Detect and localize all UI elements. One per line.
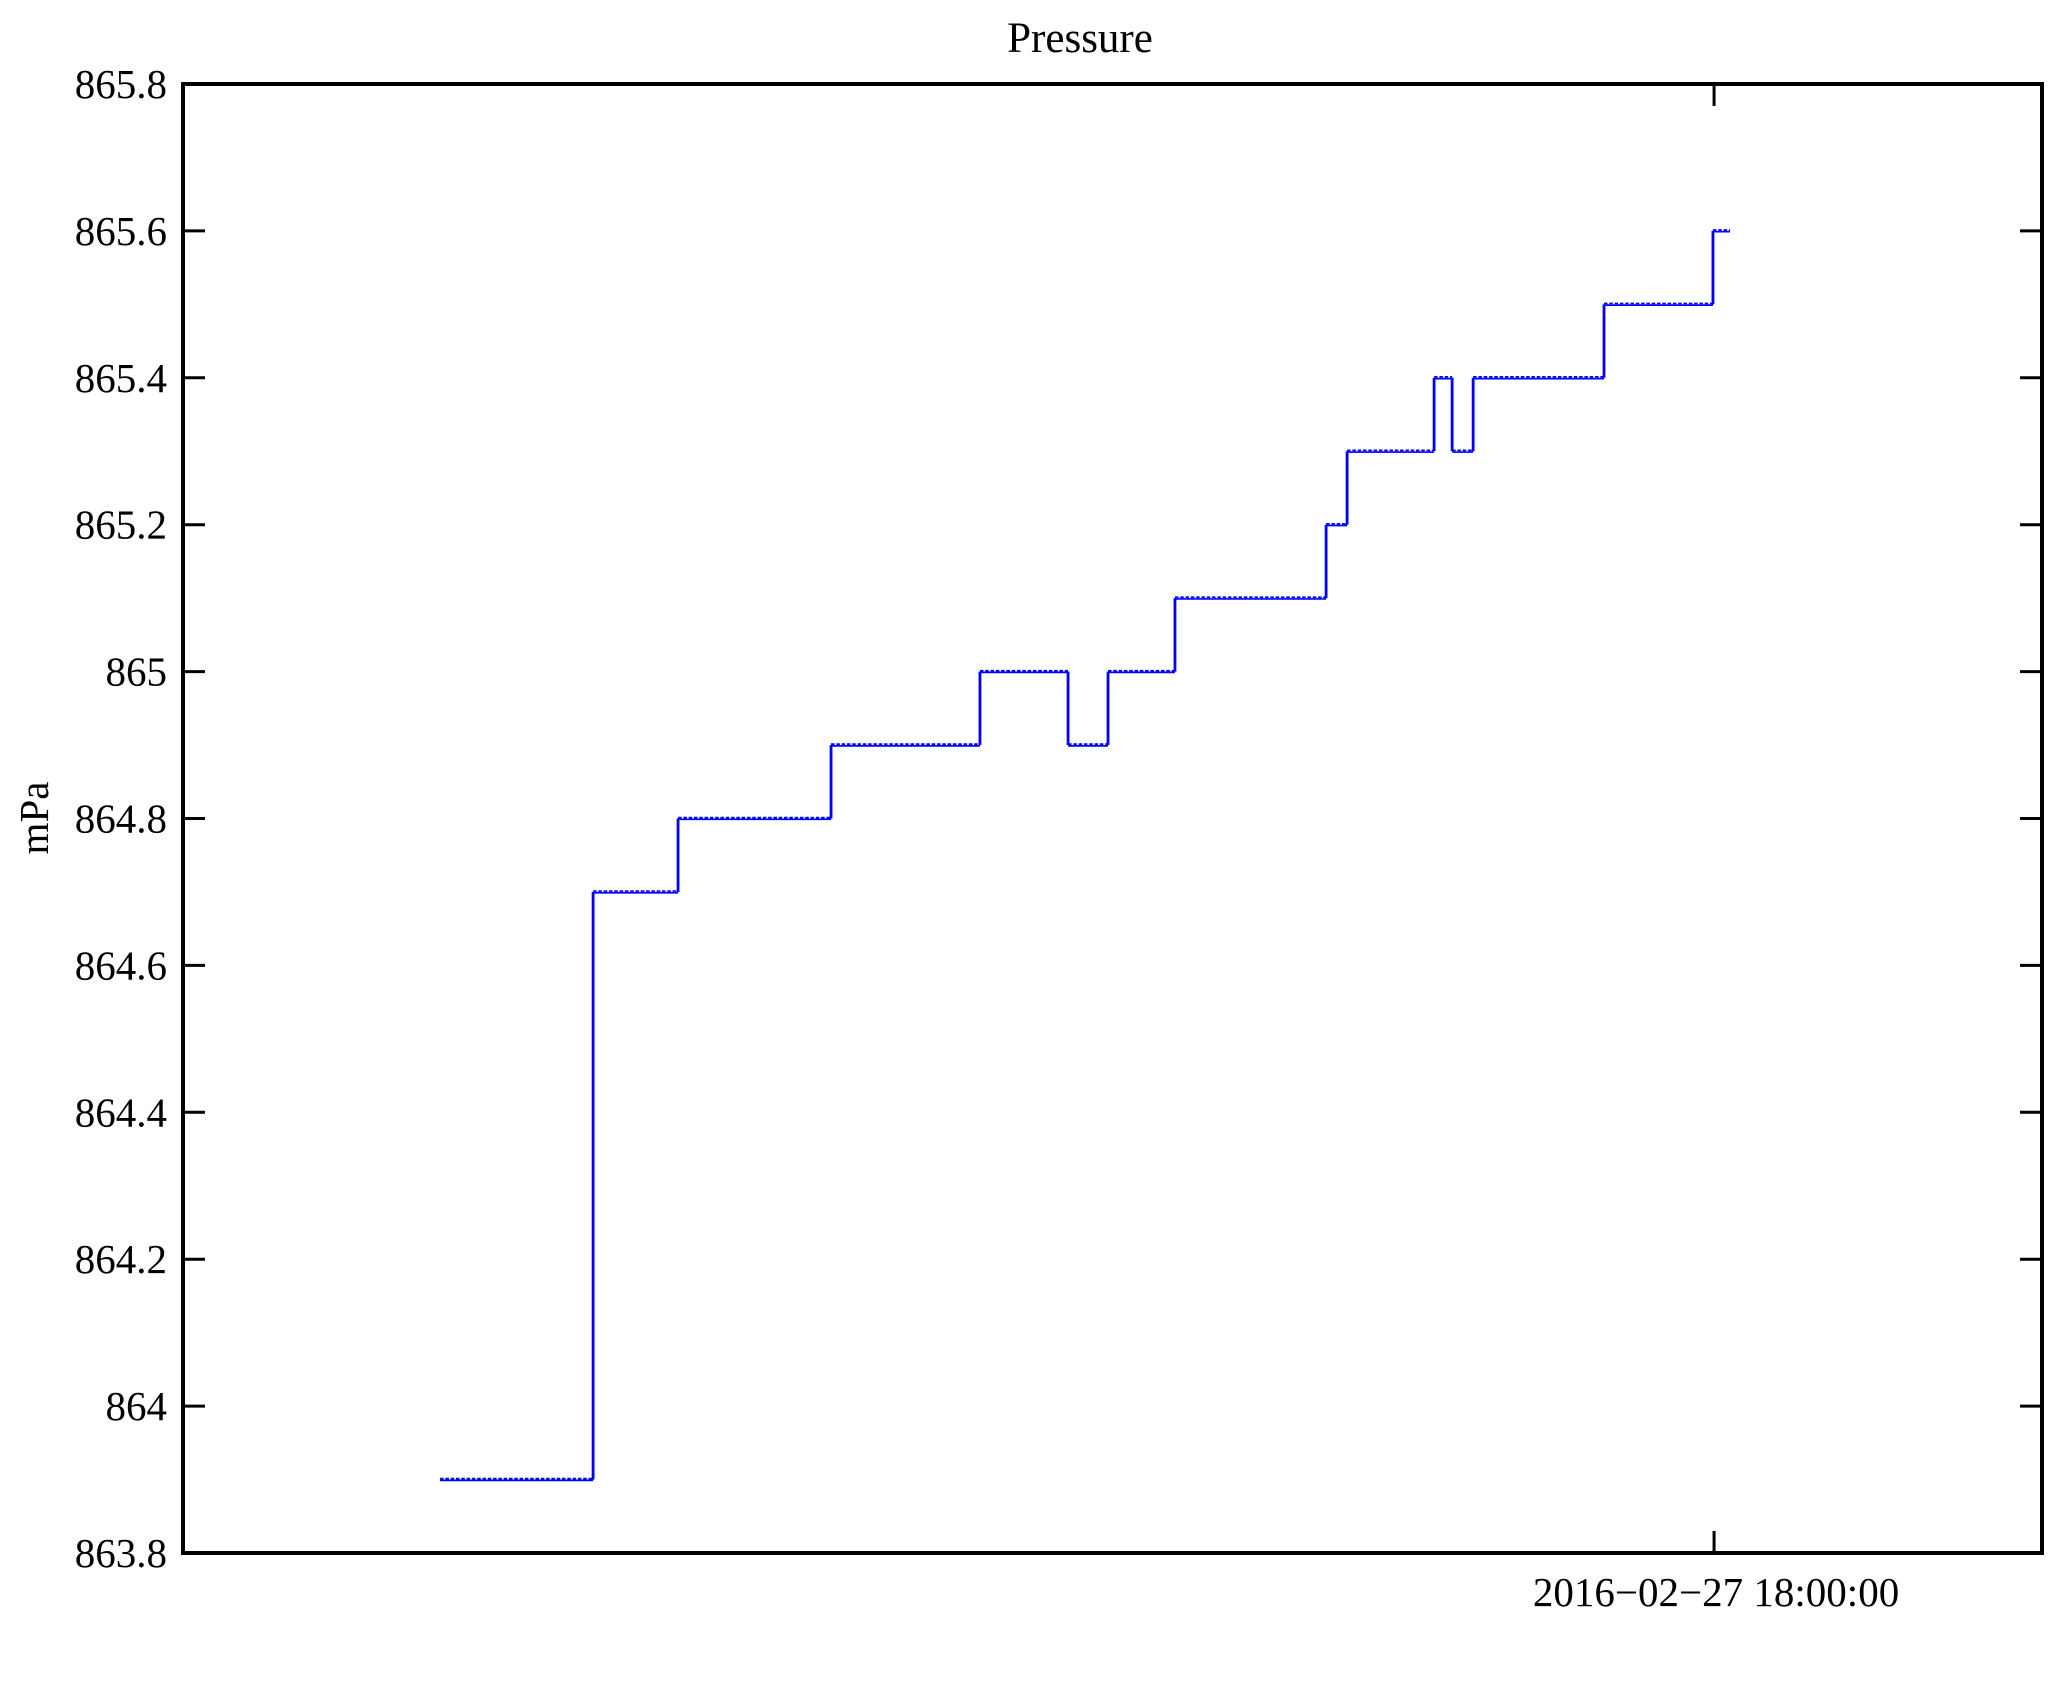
y-tick-label: 865.8 bbox=[75, 61, 167, 107]
chart-title: Pressure bbox=[1007, 15, 1153, 62]
y-tick-label: 865 bbox=[106, 649, 168, 695]
y-tick-label: 864.2 bbox=[75, 1236, 167, 1282]
plot-area-border bbox=[181, 82, 2044, 1555]
y-tick-label: 865.4 bbox=[75, 355, 167, 401]
y-tick-label: 865.2 bbox=[75, 502, 167, 548]
y-tick-label: 864.4 bbox=[75, 1089, 167, 1135]
y-tick-label: 864 bbox=[106, 1383, 168, 1429]
y-tick-label: 865.6 bbox=[75, 208, 167, 254]
pressure-series-line bbox=[440, 229, 1731, 1482]
y-axis-label: mPa bbox=[11, 782, 57, 855]
y-tick-label: 864.8 bbox=[75, 796, 167, 842]
x-tick-label: 2016−02−27 18:00:00 bbox=[1533, 1569, 1899, 1615]
y-tick-label: 863.8 bbox=[75, 1530, 167, 1576]
y-tick-label: 864.6 bbox=[75, 942, 167, 988]
y-axis-ticks: 863.8 864 864.2 864.4 864.6 864.8 865 865.2 865.… bbox=[75, 61, 2042, 1576]
